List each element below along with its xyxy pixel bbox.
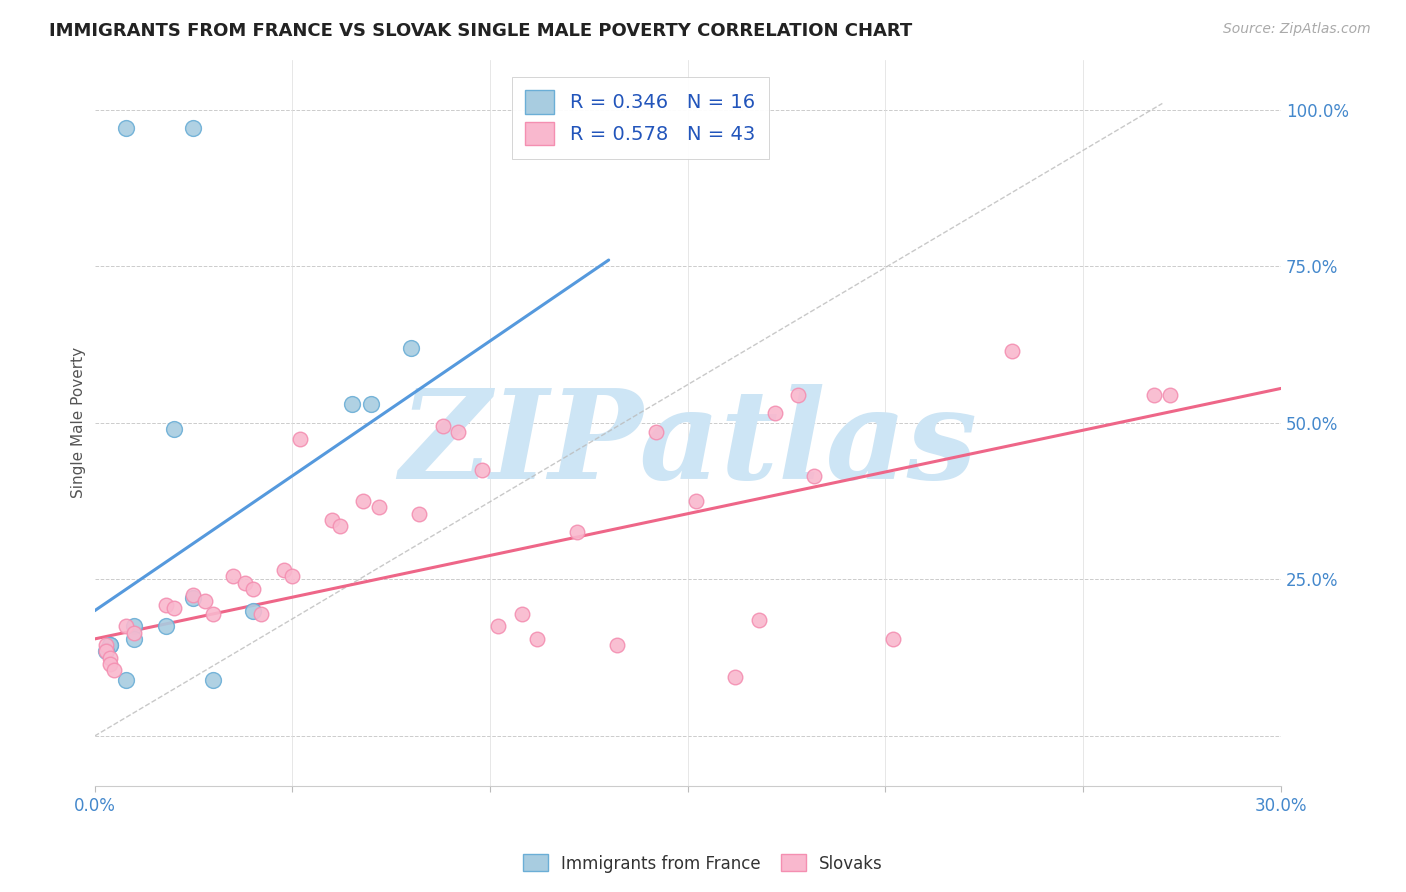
Point (242, 604, 264, 618)
Point (122, 625, 145, 640)
Point (526, 632, 548, 646)
Point (163, 422, 186, 436)
Point (100, 657, 122, 671)
Point (763, 407, 786, 421)
Point (281, 569, 304, 583)
Point (408, 507, 430, 521)
Point (340, 397, 363, 411)
Point (645, 425, 668, 440)
Point (1001, 343, 1024, 358)
Point (471, 463, 494, 477)
Point (163, 600, 186, 615)
Point (233, 575, 256, 590)
Point (368, 500, 391, 515)
Point (100, 638, 122, 652)
Point (1143, 387, 1166, 401)
Point (565, 525, 588, 540)
Point (103, 663, 125, 677)
Point (115, 619, 138, 633)
Point (447, 425, 470, 440)
Legend: R = 0.346   N = 16, R = 0.578   N = 43: R = 0.346 N = 16, R = 0.578 N = 43 (512, 77, 769, 159)
Point (748, 613, 770, 627)
Point (96, 638, 118, 652)
Point (321, 513, 343, 527)
Point (882, 632, 904, 646)
Text: IMMIGRANTS FROM FRANCE VS SLOVAK SINGLE MALE POVERTY CORRELATION CHART: IMMIGRANTS FROM FRANCE VS SLOVAK SINGLE … (49, 22, 912, 40)
Point (122, 619, 145, 633)
Text: ZIPatlas: ZIPatlas (399, 384, 977, 506)
Point (155, 598, 177, 612)
Point (724, 669, 747, 683)
Point (202, 607, 225, 621)
Point (510, 607, 533, 621)
Point (353, 494, 375, 508)
Point (432, 419, 454, 434)
Point (329, 519, 352, 533)
Point (115, 673, 138, 687)
Point (115, 121, 138, 136)
Point (202, 673, 225, 687)
Point (290, 432, 312, 446)
Point (249, 607, 271, 621)
Legend: Immigrants from France, Slovaks: Immigrants from France, Slovaks (516, 847, 890, 880)
Point (194, 594, 217, 608)
Point (122, 632, 145, 646)
Text: Source: ZipAtlas.com: Source: ZipAtlas.com (1223, 22, 1371, 37)
Point (606, 638, 628, 652)
Point (100, 650, 122, 665)
Point (399, 341, 422, 355)
Point (486, 619, 509, 633)
Point (96, 644, 118, 658)
Point (803, 469, 825, 483)
Point (96, 644, 118, 658)
Point (183, 588, 205, 602)
Point (787, 387, 810, 401)
Point (183, 121, 205, 136)
Point (222, 569, 245, 583)
Point (360, 397, 382, 411)
Point (685, 494, 707, 508)
Y-axis label: Single Male Poverty: Single Male Poverty (72, 347, 86, 499)
Point (155, 619, 177, 633)
Point (100, 638, 122, 652)
Point (273, 563, 295, 577)
Point (242, 582, 264, 596)
Point (1159, 387, 1181, 401)
Point (183, 591, 205, 606)
